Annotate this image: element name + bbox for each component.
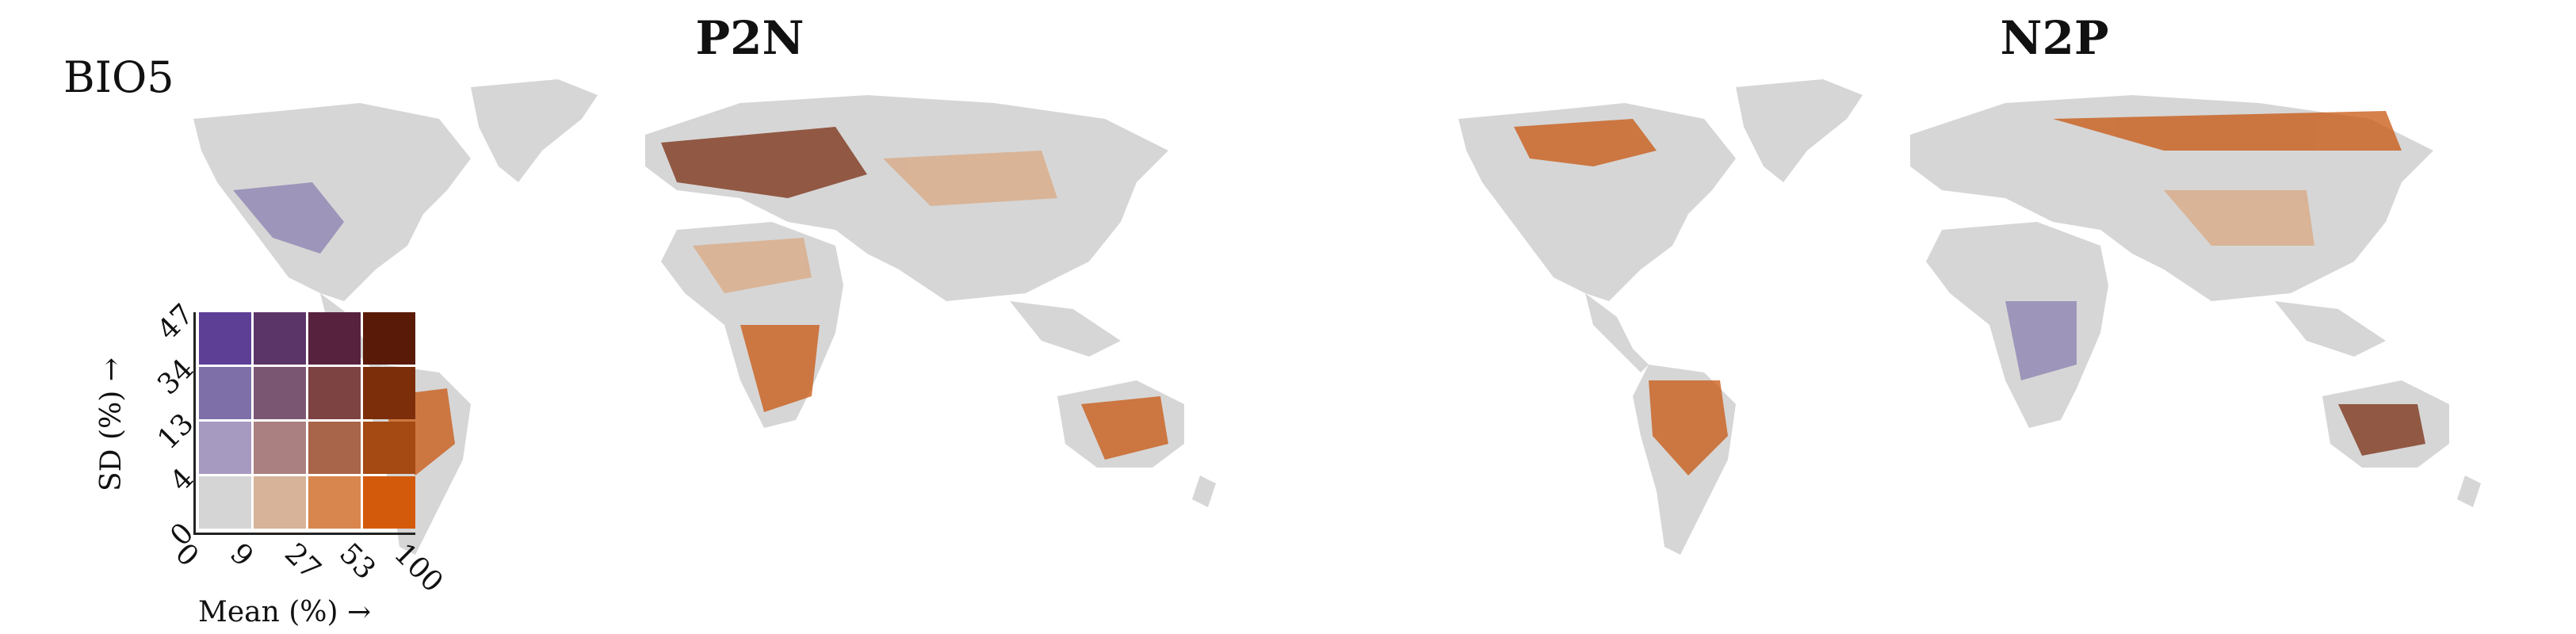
landmass-greenland [1736,79,1863,182]
map-p2n [193,79,1216,555]
legend-cell-r3-c2 [308,476,361,529]
legend-cell-r1-c3 [363,367,415,419]
overlay-patches [1514,111,2425,476]
landmass-north-america [193,103,471,301]
legend-cell-r1-c2 [308,367,361,419]
patch-s-america [1649,380,1728,476]
landmass-greenland [471,79,598,182]
patch-africa-south [740,325,820,412]
landmass-antarctic-fragment [2457,476,2481,507]
legend-cell-r0-c3 [363,312,415,365]
patch-australia [2338,404,2425,456]
legend-y-axis-title: SD (%) → [95,357,128,491]
variable-label: BIO5 [63,52,174,102]
panel-title-p2n: P2N [695,11,805,65]
patch-asia [2164,190,2314,246]
legend-cell-r3-c0 [199,476,251,529]
patch-n-america [233,182,344,254]
legend-cell-r1-c0 [199,367,251,419]
landmass-antarctic-fragment [1192,476,1216,507]
legend-cell-r3-c1 [254,476,306,529]
legend-cell-r1-c1 [254,367,306,419]
legend-x-axis-title: Mean (%) → [198,596,372,628]
landmass-southeast-asia [1010,301,1121,357]
map-n2p [1458,79,2481,555]
legend-cell-r0-c1 [254,312,306,365]
legend-cell-r2-c3 [363,422,415,474]
legend-cell-r2-c0 [199,422,251,474]
patch-australia [1081,396,1168,460]
patch-sahara [693,238,812,293]
patch-europe [661,127,867,198]
patch-canada [1514,119,1657,166]
patch-siberia [2053,111,2402,151]
legend-cell-r2-c1 [254,422,306,474]
legend-cell-r0-c0 [199,312,251,365]
legend-y-axis-line [193,312,196,534]
landmass-southeast-asia [2275,301,2386,357]
panel-title-n2p: N2P [2000,11,2109,65]
landmass-central-america [1585,293,1649,372]
legend-cell-r3-c3 [363,476,415,529]
legend-cell-r2-c2 [308,422,361,474]
legend-cell-r0-c2 [308,312,361,365]
legend-x-axis-line [193,533,415,535]
patch-asia [883,151,1057,206]
overlay-patches [233,127,1168,476]
patch-africa [2005,301,2077,380]
bivariate-legend [197,312,415,531]
